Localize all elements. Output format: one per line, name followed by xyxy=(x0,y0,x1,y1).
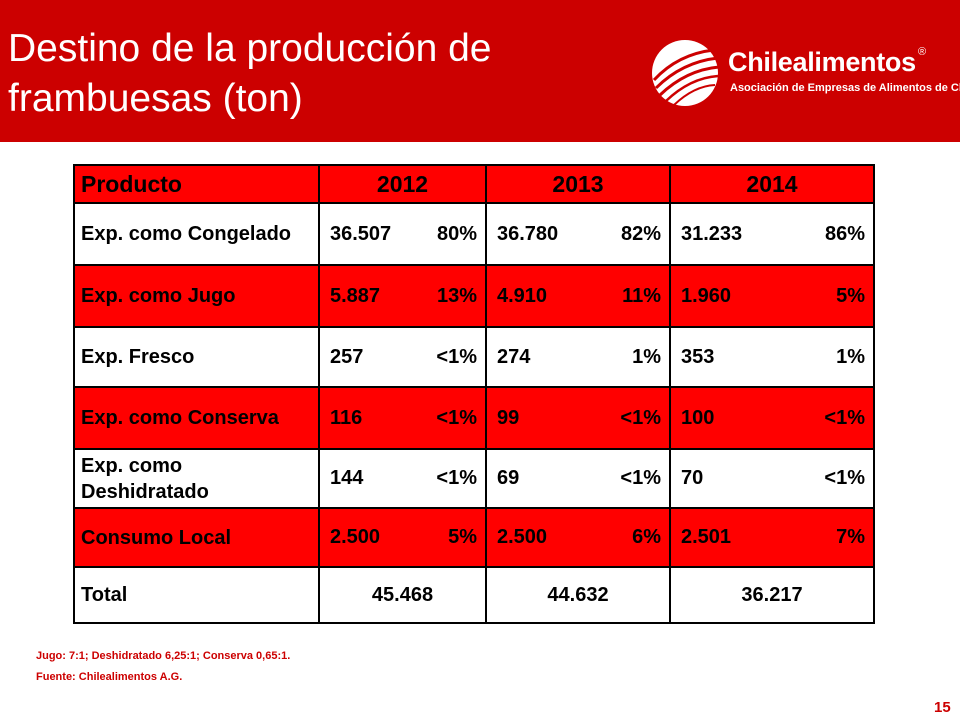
data-cell: 2.500 5% xyxy=(318,507,487,568)
cell-percent: 11% xyxy=(622,284,661,307)
cell-value: 36.507 xyxy=(330,222,392,245)
cell-value: 36.780 xyxy=(497,222,559,245)
data-cell: 274 1% xyxy=(485,326,671,388)
cell-value: 5.887 xyxy=(330,284,381,307)
table-header-row: Producto 2012 2013 2014 xyxy=(73,164,875,204)
data-cell: 2.501 7% xyxy=(669,507,875,568)
cell-percent: <1% xyxy=(824,467,865,489)
registered-mark: ® xyxy=(918,46,927,58)
data-cell: 36.780 82% xyxy=(485,202,671,266)
header-cell: Producto xyxy=(73,164,320,204)
footnotes: Jugo: 7:1; Deshidratado 6,25:1; Conserva… xyxy=(36,650,290,692)
cell-value: 1.960 xyxy=(681,284,732,307)
cell-value: 2.500 xyxy=(330,526,381,548)
data-cell: 4.910 11% xyxy=(485,264,671,328)
cell-percent: 6% xyxy=(632,526,661,548)
data-cell: 99 <1% xyxy=(485,386,671,450)
table-row: Exp. como Jugo 5.887 13% 4.910 11% 1.960 5% xyxy=(73,264,875,328)
conversion-note: Jugo: 7:1; Deshidratado 6,25:1; Conserva… xyxy=(36,650,291,662)
row-label: Exp. como Conserva xyxy=(73,386,320,450)
page-title: Destino de la producción de frambuesas (… xyxy=(8,27,492,120)
cell-value: 4.910 xyxy=(497,284,548,307)
cell-percent: <1% xyxy=(620,406,661,429)
row-label: Exp. como Jugo xyxy=(73,264,320,328)
cell-percent: <1% xyxy=(436,467,477,489)
cell-percent: 86% xyxy=(824,222,865,245)
table-total-row: Total 45.468 44.632 36.217 xyxy=(73,566,875,624)
cell-value: 31.233 xyxy=(681,222,743,245)
table-row: Exp. como Conserva 116 <1% 99 <1% 100 <1% xyxy=(73,386,875,450)
data-cell: 36.507 80% xyxy=(318,202,487,266)
production-table: Producto 2012 2013 2014 Exp. como Congel… xyxy=(73,164,875,624)
cell-value: 2.500 xyxy=(497,526,548,548)
cell-value: 70 xyxy=(681,467,704,489)
cell-percent: 5% xyxy=(836,284,865,307)
total-cell: 44.632 xyxy=(485,566,671,624)
cell-percent: 1% xyxy=(632,345,661,368)
header-cell: 2012 xyxy=(318,164,487,204)
cell-percent: 13% xyxy=(436,284,477,307)
cell-percent: 82% xyxy=(620,222,661,245)
cell-value: 99 xyxy=(497,406,520,429)
header-cell: 2013 xyxy=(485,164,671,204)
cell-percent: <1% xyxy=(824,406,865,429)
data-cell: 5.887 13% xyxy=(318,264,487,328)
row-label: Consumo Local xyxy=(73,507,320,568)
logo-wordmark: Chilealimentos xyxy=(728,47,916,77)
cell-value: 274 xyxy=(497,345,531,368)
globe-icon xyxy=(652,40,720,106)
chilealimentos-logo: Chilealimentos ® Asociación de Empresas … xyxy=(648,36,960,116)
header-banner: Destino de la producción de frambuesas (… xyxy=(0,0,960,142)
data-cell: 116 <1% xyxy=(318,386,487,450)
row-label: Total xyxy=(73,566,320,624)
data-cell: 100 <1% xyxy=(669,386,875,450)
data-cell: 70 <1% xyxy=(669,448,875,509)
cell-percent: 1% xyxy=(836,345,865,368)
table-row: Consumo Local 2.500 5% 2.500 6% 2.501 7% xyxy=(73,507,875,568)
source-note: Fuente: Chilealimentos A.G. xyxy=(36,671,183,683)
data-cell: 1.960 5% xyxy=(669,264,875,328)
data-cell: 257 <1% xyxy=(318,326,487,388)
data-cell: 2.500 6% xyxy=(485,507,671,568)
data-cell: 69 <1% xyxy=(485,448,671,509)
header-cell: 2014 xyxy=(669,164,875,204)
cell-value: 257 xyxy=(330,345,364,368)
cell-percent: <1% xyxy=(620,467,661,489)
cell-percent: <1% xyxy=(436,345,477,368)
cell-value: 144 xyxy=(330,467,364,489)
cell-value: 100 xyxy=(681,406,715,429)
table-row: Exp. como Congelado 36.507 80% 36.780 82% … xyxy=(73,202,875,266)
cell-percent: 80% xyxy=(436,222,477,245)
data-cell: 31.233 86% xyxy=(669,202,875,266)
row-label: Exp. como Congelado xyxy=(73,202,320,266)
total-cell: 45.468 xyxy=(318,566,487,624)
cell-value: 69 xyxy=(497,467,520,489)
row-label: Exp. como Deshidratado xyxy=(73,448,320,509)
page-number: 15 xyxy=(934,699,951,716)
cell-percent: 7% xyxy=(836,526,865,548)
table-row: Exp. Fresco 257 <1% 274 1% 353 1% xyxy=(73,326,875,388)
cell-percent: 5% xyxy=(448,526,477,548)
cell-value: 116 xyxy=(330,406,363,429)
cell-value: 353 xyxy=(681,345,715,368)
data-cell: 353 1% xyxy=(669,326,875,388)
table-row: Exp. como Deshidratado 144 <1% 69 <1% 70 <1… xyxy=(73,448,875,509)
row-label: Exp. Fresco xyxy=(73,326,320,388)
logo-subtitle: Asociación de Empresas de Alimentos de C… xyxy=(730,82,960,94)
total-cell: 36.217 xyxy=(669,566,875,624)
cell-percent: <1% xyxy=(436,406,477,429)
cell-value: 2.501 xyxy=(681,526,732,548)
data-cell: 144 <1% xyxy=(318,448,487,509)
